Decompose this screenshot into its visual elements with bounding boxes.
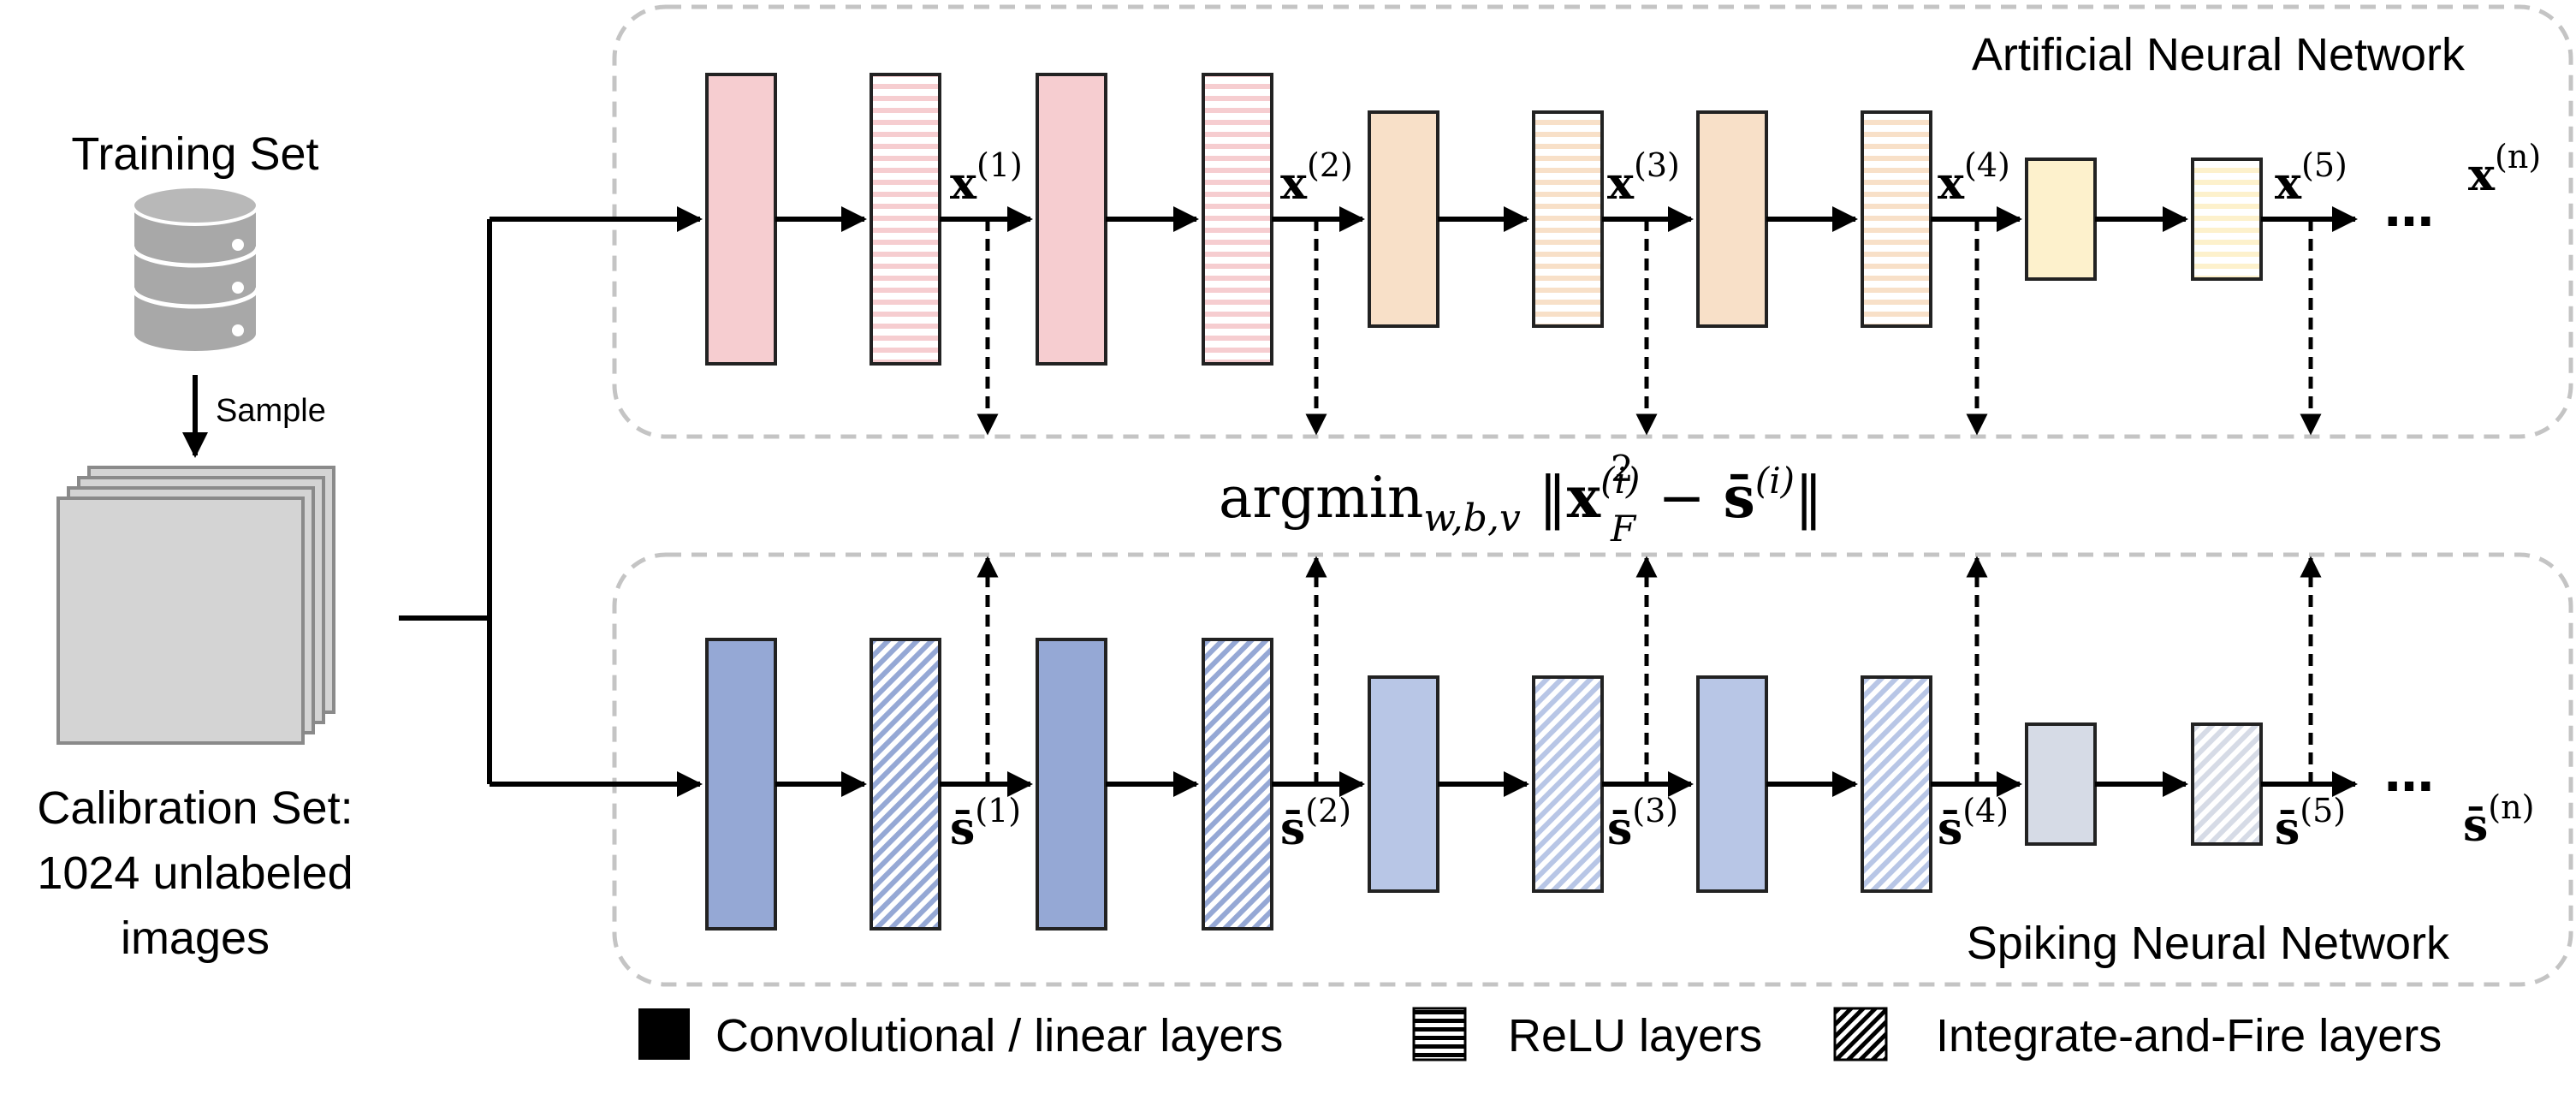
ann-ellipsis: …	[2384, 180, 2434, 238]
snn-activation-label: s̄(2)	[1280, 792, 1351, 855]
ann-relu-layer-2	[1202, 73, 1273, 366]
snn-conv-layer-2	[1036, 638, 1107, 930]
calibration-line-2: 1024 unlabeled	[37, 847, 353, 899]
ann-activation-label: x(5)	[2275, 146, 2347, 210]
snn-activation-label: s̄(5)	[2275, 792, 2346, 855]
snn-if-layer-2	[1202, 638, 1273, 930]
ann-relu-layer-5	[2191, 158, 2263, 281]
ann-activation-label: x(4)	[1938, 146, 2010, 210]
snn-region	[612, 552, 2573, 987]
snn-activation-label: s̄(1)	[950, 792, 1021, 855]
snn-if-layer-5	[2191, 722, 2263, 846]
calibration-image-stack	[56, 466, 335, 745]
ann-conv-layer-5	[2025, 158, 2097, 281]
ann-conv-layer-1	[705, 73, 777, 366]
snn-final-label: s̄(n)	[2463, 788, 2534, 852]
snn-activation-label: s̄(3)	[1607, 792, 1678, 855]
snn-conv-layer-1	[705, 638, 777, 930]
ann-relu-layer-3	[1532, 110, 1604, 328]
snn-if-layer-3	[1532, 675, 1604, 893]
ann-title: Artificial Neural Network	[1972, 29, 2466, 80]
snn-layers	[705, 638, 2358, 930]
ann-region	[612, 4, 2573, 439]
ann-final-label: x(n)	[2468, 138, 2541, 201]
feature-tap-arrows	[976, 219, 2322, 784]
snn-activation-labels: s̄(1) s̄(2) s̄(3) s̄(4) s̄(5) s̄(n) …	[950, 745, 2534, 855]
ann-activation-label: x(3)	[1607, 146, 1680, 210]
ann-conv-layer-4	[1696, 110, 1768, 328]
ann-relu-layer-4	[1861, 110, 1932, 328]
legend-conv-swatch	[638, 1008, 690, 1060]
calibration-line-1: Calibration Set:	[37, 782, 353, 834]
snn-ellipsis: …	[2384, 745, 2434, 803]
objective-formula: argminw,b,v ‖x(i) − s̄(i)‖	[1219, 460, 1823, 540]
ann-layers	[705, 73, 2358, 366]
ann-conv-layer-2	[1036, 73, 1107, 366]
snn-conv-layer-4	[1696, 675, 1768, 893]
training-set-title: Training Set	[71, 128, 318, 180]
ann-activation-labels: x(1) x(2) x(3) x(4) x(5) x(n) …	[950, 138, 2541, 238]
snn-activation-label: s̄(4)	[1938, 792, 2009, 855]
snn-conv-layer-5	[2025, 722, 2097, 846]
snn-conv-layer-3	[1368, 675, 1439, 893]
ann-activation-label: x(2)	[1280, 146, 1353, 210]
input-splitter	[399, 206, 703, 797]
ann-relu-layer-1	[870, 73, 941, 366]
legend-relu-label: ReLU layers	[1508, 1010, 1762, 1061]
objective-norm-sup: 2	[1611, 448, 1634, 490]
legend-if-swatch	[1833, 1007, 1888, 1061]
ann-conv-layer-3	[1368, 110, 1439, 328]
snn-if-layer-1	[870, 638, 941, 930]
objective-norm-sub: F	[1610, 508, 1637, 550]
snn-title: Spiking Neural Network	[1967, 918, 2450, 969]
sample-label: Sample	[216, 393, 326, 429]
snn-if-layer-4	[1861, 675, 1932, 893]
legend-relu-swatch	[1412, 1007, 1467, 1061]
ann-activation-label: x(1)	[950, 146, 1023, 210]
legend-if-label: Integrate-and-Fire layers	[1936, 1010, 2442, 1061]
calibration-line-3: images	[121, 913, 270, 964]
database-icon	[130, 185, 260, 354]
legend-conv-label: Convolutional / linear layers	[715, 1010, 1283, 1061]
